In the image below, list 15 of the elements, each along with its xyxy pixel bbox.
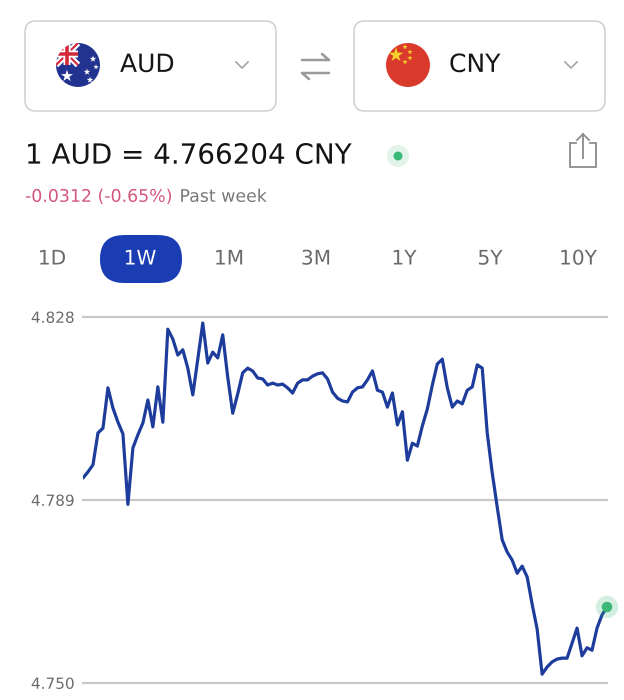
text: 10Y <box>561 250 598 265</box>
text: 5Y <box>479 250 503 265</box>
y-tick-label: 4.789 <box>32 494 74 506</box>
y-tick-label: 4.750 <box>32 677 74 690</box>
text: AUD <box>120 54 174 72</box>
y-tick-label: 4.828 <box>32 311 74 324</box>
text: 3M <box>302 250 330 265</box>
text: 1M <box>216 250 242 265</box>
text: 1Y <box>394 250 417 265</box>
text: Past week <box>181 188 267 202</box>
text: 1W <box>126 250 156 265</box>
text: -0.0312 (-0.65%) <box>26 188 171 204</box>
text: 1D <box>40 250 65 265</box>
chart-title: 1 AUD = 4.766204 CNY <box>28 143 352 164</box>
text: CNY <box>450 53 500 72</box>
